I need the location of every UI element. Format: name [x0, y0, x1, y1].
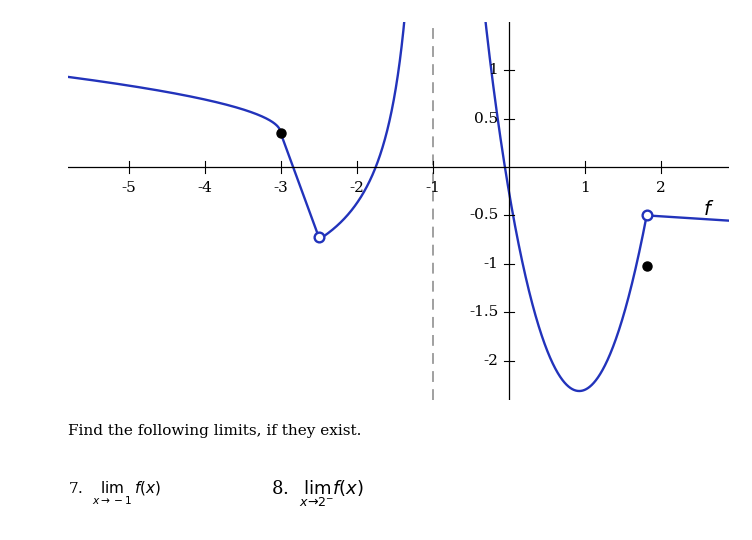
Text: 2: 2	[656, 181, 666, 195]
Text: 1: 1	[580, 181, 590, 195]
Text: -2: -2	[484, 354, 499, 368]
Text: $f$: $f$	[703, 200, 714, 219]
Text: -1: -1	[484, 257, 499, 271]
Text: -5: -5	[121, 181, 136, 195]
Text: -4: -4	[197, 181, 212, 195]
Text: 8.  $\lim_{x\to 2^{-}}\!f(x)$: 8. $\lim_{x\to 2^{-}}\!f(x)$	[271, 478, 364, 509]
Text: 7.  $\underset{x\to -1}{\lim}\,f(x)$: 7. $\underset{x\to -1}{\lim}\,f(x)$	[68, 480, 161, 508]
Text: -1: -1	[426, 181, 440, 195]
Text: -2: -2	[349, 181, 364, 195]
Text: -3: -3	[273, 181, 288, 195]
Text: -0.5: -0.5	[469, 208, 499, 222]
Text: -1.5: -1.5	[469, 305, 499, 319]
Text: Find the following limits, if they exist.: Find the following limits, if they exist…	[68, 424, 361, 438]
Text: 0.5: 0.5	[475, 112, 499, 125]
Text: 1: 1	[489, 63, 499, 77]
